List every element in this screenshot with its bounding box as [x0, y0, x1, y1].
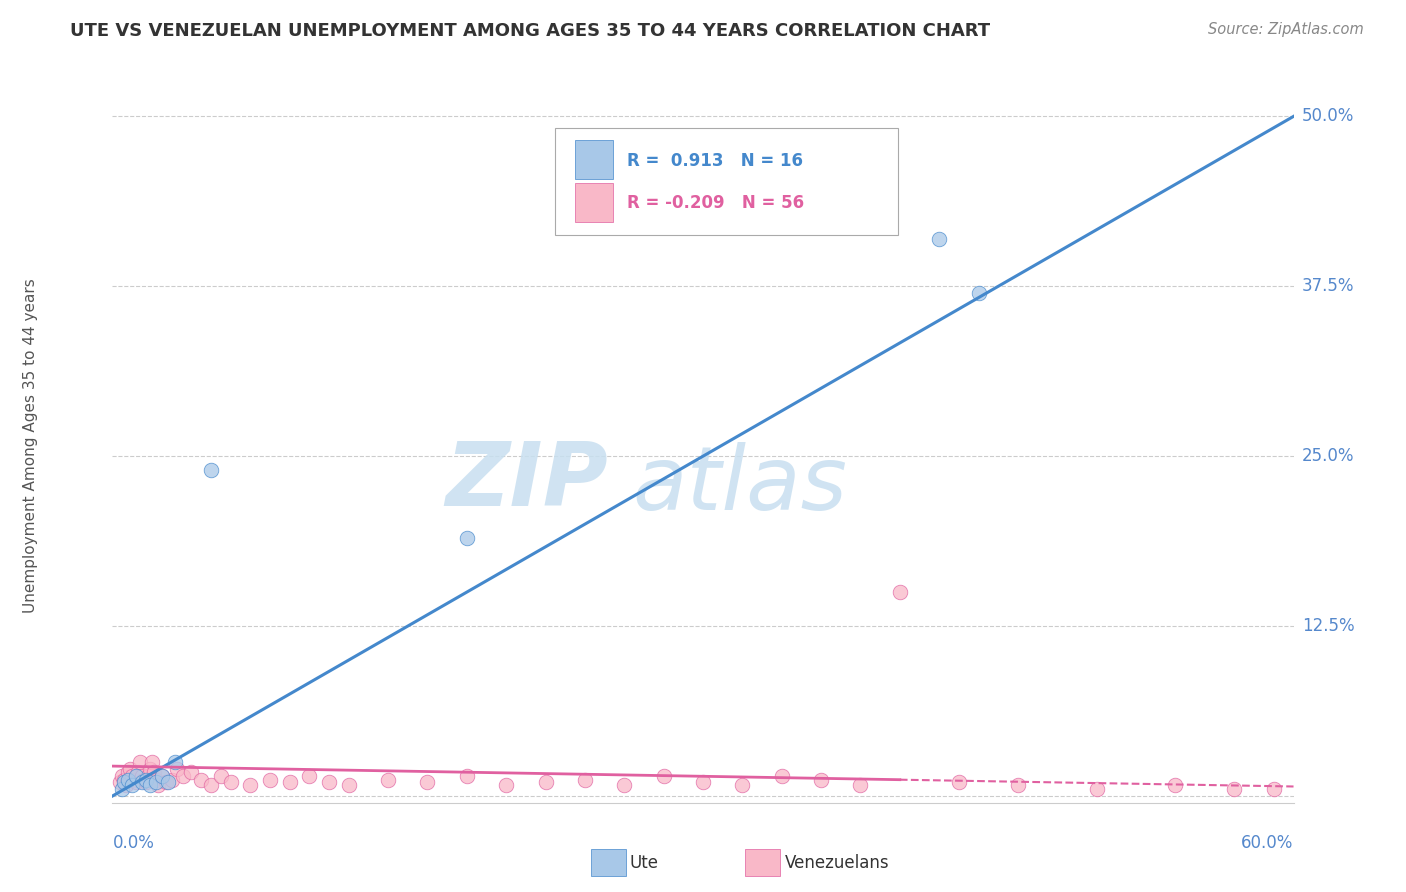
Point [132, 772, 155, 787]
Point [146, 778, 169, 792]
Point [180, 764, 202, 779]
Point [574, 772, 596, 787]
Point [156, 775, 179, 789]
Point [1263, 782, 1285, 797]
Point [1085, 782, 1108, 797]
Point [117, 772, 139, 787]
Point [111, 769, 134, 783]
Point [142, 764, 165, 779]
Point [139, 762, 162, 776]
Point [1223, 782, 1246, 797]
Text: atlas: atlas [633, 442, 846, 528]
Point [160, 772, 183, 787]
Point [117, 764, 139, 779]
Text: 12.5%: 12.5% [1302, 617, 1354, 635]
Text: Venezuelans: Venezuelans [785, 854, 889, 871]
Point [810, 772, 832, 787]
Point [166, 762, 188, 776]
Point [127, 764, 149, 779]
Point [145, 772, 167, 787]
Text: Unemployment Among Ages 35 to 44 years: Unemployment Among Ages 35 to 44 years [24, 278, 38, 614]
Point [337, 778, 360, 792]
Point [125, 775, 148, 789]
Text: UTE VS VENEZUELAN UNEMPLOYMENT AMONG AGES 35 TO 44 YEARS CORRELATION CHART: UTE VS VENEZUELAN UNEMPLOYMENT AMONG AGE… [70, 22, 990, 40]
Point [155, 775, 177, 789]
Point [115, 778, 138, 792]
Point [613, 778, 636, 792]
Text: R =  0.913   N = 16: R = 0.913 N = 16 [627, 152, 803, 169]
Point [770, 769, 793, 783]
Text: 60.0%: 60.0% [1241, 834, 1294, 852]
Point [967, 286, 990, 301]
Point [377, 772, 399, 787]
Point [121, 778, 143, 792]
Text: 50.0%: 50.0% [1302, 107, 1354, 126]
Point [534, 775, 557, 789]
Point [495, 778, 517, 792]
Point [652, 769, 675, 783]
Point [259, 772, 281, 787]
Point [150, 769, 173, 783]
Point [219, 775, 242, 789]
Point [111, 782, 134, 797]
Point [112, 772, 135, 787]
Point [145, 775, 167, 789]
Point [135, 772, 157, 787]
Point [165, 755, 187, 769]
Point [318, 775, 340, 789]
FancyBboxPatch shape [555, 128, 898, 235]
Point [136, 769, 159, 783]
Point [948, 775, 970, 789]
Point [889, 585, 911, 599]
Text: 37.5%: 37.5% [1302, 277, 1354, 295]
FancyBboxPatch shape [575, 140, 613, 179]
Point [731, 778, 754, 792]
Point [112, 775, 135, 789]
Text: Source: ZipAtlas.com: Source: ZipAtlas.com [1208, 22, 1364, 37]
Point [110, 775, 132, 789]
Point [200, 463, 222, 477]
Point [456, 769, 478, 783]
Point [125, 769, 148, 783]
FancyBboxPatch shape [575, 183, 613, 222]
Point [150, 769, 173, 783]
Text: ZIP: ZIP [446, 438, 609, 525]
Text: R = -0.209   N = 56: R = -0.209 N = 56 [627, 194, 804, 212]
Point [120, 762, 142, 776]
Point [1007, 778, 1029, 792]
Point [190, 772, 212, 787]
Text: 25.0%: 25.0% [1302, 447, 1354, 466]
Point [209, 769, 232, 783]
Point [239, 778, 262, 792]
Text: 0.0%: 0.0% [112, 834, 155, 852]
Point [1164, 778, 1187, 792]
Point [692, 775, 714, 789]
Text: Ute: Ute [630, 854, 659, 871]
Point [298, 769, 321, 783]
Point [129, 755, 152, 769]
Point [139, 778, 162, 792]
Point [278, 775, 301, 789]
Point [416, 775, 439, 789]
Point [131, 775, 153, 789]
Point [928, 232, 950, 246]
Point [131, 769, 153, 783]
Point [141, 755, 163, 769]
Point [172, 769, 194, 783]
Point [456, 531, 478, 545]
Point [200, 778, 222, 792]
Point [135, 775, 157, 789]
Point [849, 778, 872, 792]
Point [122, 772, 145, 787]
Point [121, 769, 143, 783]
